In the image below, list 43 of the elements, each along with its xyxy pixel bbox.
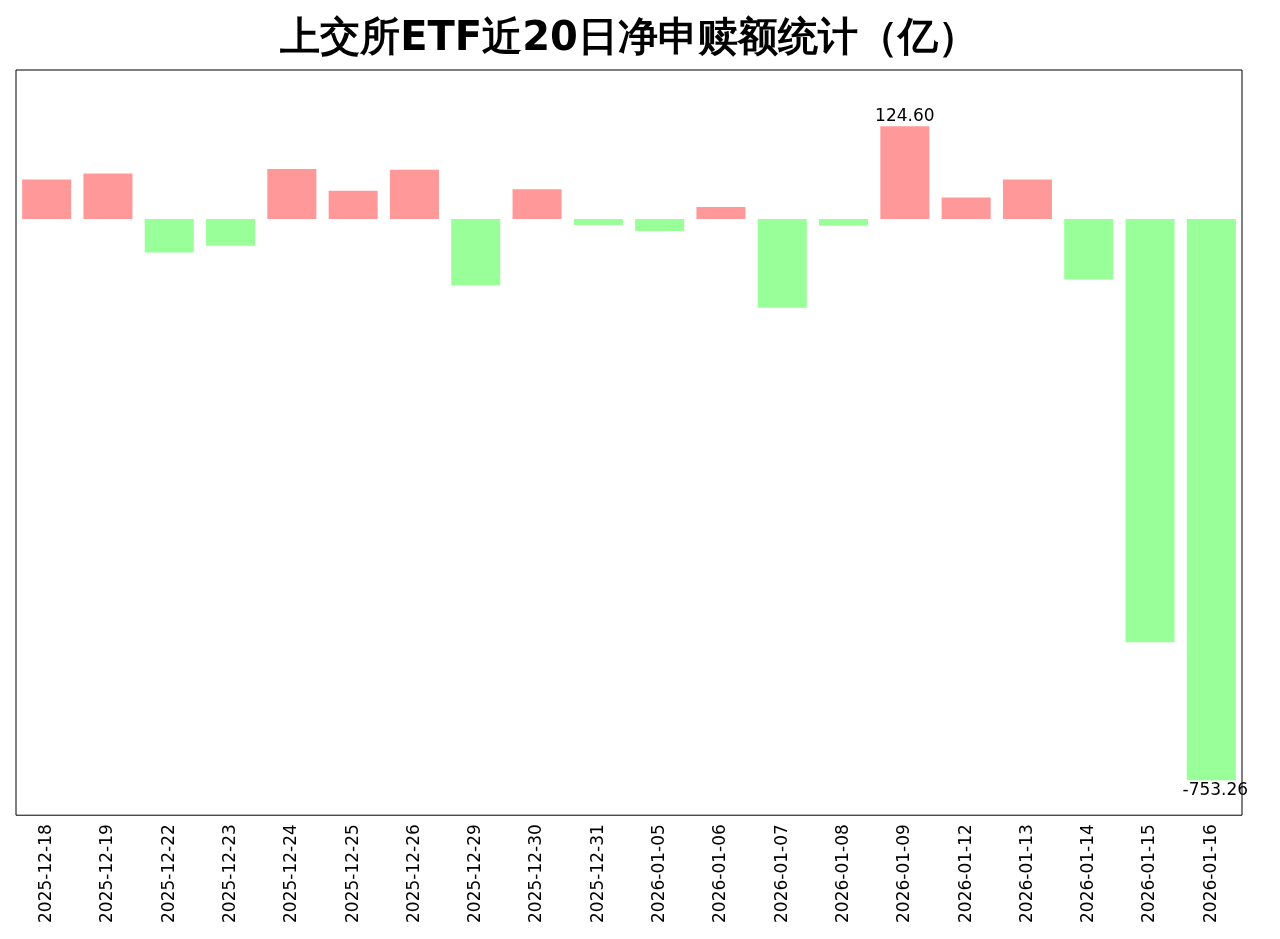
bar: [819, 219, 869, 226]
bar: [206, 219, 256, 246]
x-tick-label: 2025-12-19: [96, 824, 117, 923]
x-tick-label: 2026-01-15: [1138, 824, 1159, 923]
bar: [389, 169, 439, 220]
x-tick-label: 2025-12-24: [280, 824, 301, 923]
bar: [696, 207, 746, 220]
bar: [1002, 179, 1052, 220]
bar: [941, 197, 991, 220]
bar: [1125, 219, 1175, 643]
x-tick-label: 2026-01-13: [1015, 824, 1036, 923]
x-tick-label: 2026-01-09: [893, 824, 914, 923]
bar: [757, 219, 807, 308]
bar: [22, 179, 72, 220]
x-tick-label: 2025-12-22: [157, 824, 178, 923]
bar: [451, 219, 501, 286]
bar: [880, 126, 930, 220]
bar: [1064, 219, 1114, 280]
bar: [1186, 219, 1236, 781]
x-tick-label: 2025-12-29: [464, 824, 485, 923]
bar: [267, 169, 317, 220]
x-tick-label: 2026-01-16: [1199, 824, 1220, 923]
bar: [328, 190, 378, 220]
x-tick-label: 2025-12-25: [341, 824, 362, 923]
data-label: 124.60: [875, 105, 935, 126]
x-tick-label: 2025-12-31: [586, 824, 607, 923]
x-tick-label: 2026-01-05: [648, 824, 669, 923]
x-tick-label: 2026-01-12: [954, 824, 975, 923]
x-tick-label: 2026-01-14: [1077, 824, 1098, 923]
bar: [144, 219, 194, 253]
data-label: -753.26: [1182, 779, 1249, 800]
x-tick-label: 2025-12-18: [35, 824, 56, 923]
bar: [635, 219, 685, 231]
bar: [512, 189, 562, 220]
bar: [573, 219, 623, 225]
chart-title: 上交所ETF近20日净申赎额统计（亿）: [280, 13, 978, 60]
bar: [83, 173, 133, 220]
x-tick-label: 2025-12-30: [525, 824, 546, 923]
x-tick-label: 2026-01-07: [770, 824, 791, 923]
x-tick-label: 2026-01-08: [831, 824, 852, 923]
x-tick-label: 2026-01-06: [709, 824, 730, 923]
x-tick-label: 2025-12-26: [402, 824, 423, 923]
x-tick-label: 2025-12-23: [218, 824, 239, 923]
